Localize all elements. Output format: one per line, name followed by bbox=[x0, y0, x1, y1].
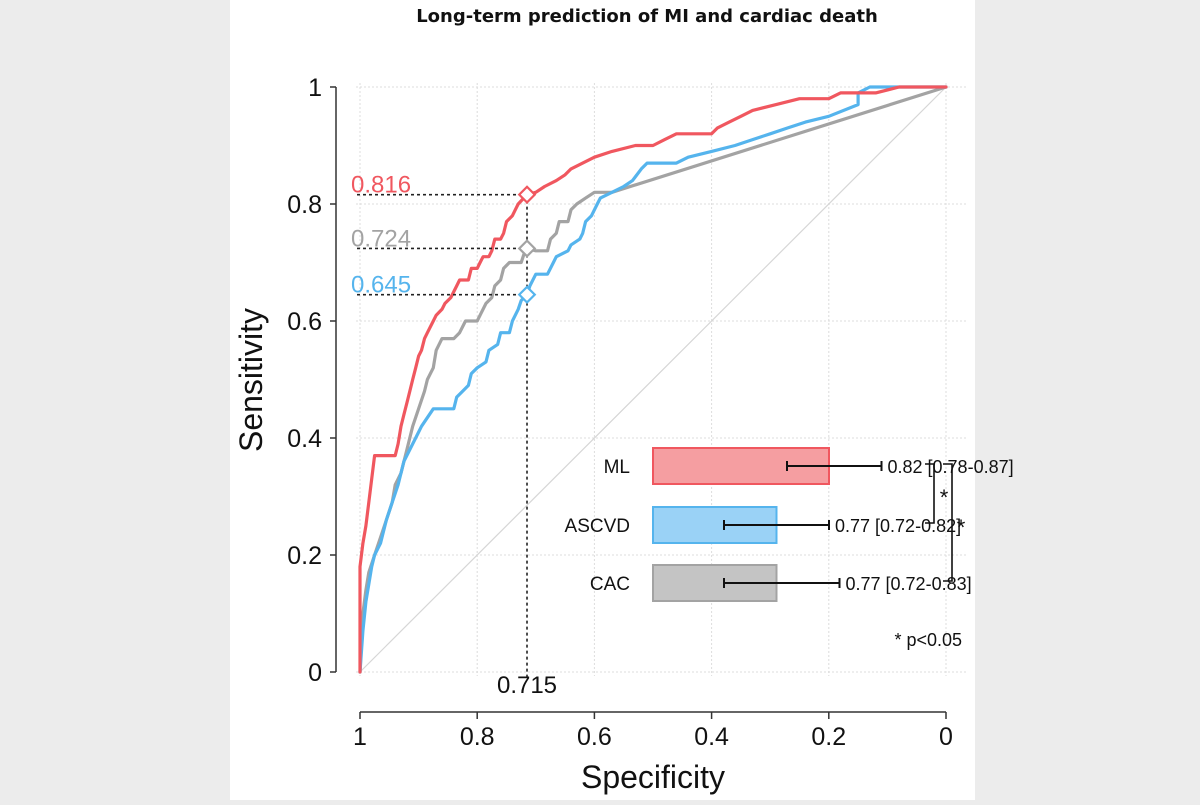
x-tick-label-2: 0.6 bbox=[577, 723, 612, 751]
auc-inset: ML 0.82 [0.78-0.87] ASCVD 0.77 [0.72-0.82] C… bbox=[565, 447, 1014, 650]
x-tick-label-4: 0.2 bbox=[811, 723, 846, 751]
grid bbox=[356, 83, 968, 676]
inset-significance-0: * bbox=[940, 485, 949, 510]
y-tick-label-5: 1 bbox=[308, 74, 322, 102]
inset-label-cac: CAC bbox=[590, 574, 630, 595]
threshold-diamond-ascvd bbox=[517, 285, 537, 305]
y-tick-label-3: 0.6 bbox=[287, 308, 322, 336]
inset-value-ml: 0.82 [0.78-0.87] bbox=[888, 457, 1014, 477]
series-line-ml bbox=[358, 85, 948, 674]
reference-diagonal bbox=[359, 86, 947, 673]
x-tick-label-5: 0 bbox=[939, 723, 953, 751]
threshold-label: 0.715 bbox=[497, 672, 557, 699]
inset-value-cac: 0.77 [0.72-0.83] bbox=[846, 574, 972, 594]
x-axis-label: Specificity bbox=[581, 759, 725, 795]
inset-bracket-0 bbox=[925, 463, 935, 524]
threshold-value-ascvd: 0.645 bbox=[351, 272, 411, 299]
x-tick-label-1: 0.8 bbox=[460, 723, 495, 751]
threshold-diamond-cac bbox=[517, 239, 537, 258]
y-tick-label-1: 0.2 bbox=[287, 542, 322, 570]
y-tick-label-0: 0 bbox=[308, 659, 322, 687]
series-line-ascvd bbox=[358, 85, 948, 674]
inset-footnote: * p<0.05 bbox=[894, 630, 962, 650]
y-tick-label-2: 0.4 bbox=[287, 425, 322, 453]
x-tick-label-3: 0.4 bbox=[694, 723, 729, 751]
chart-background bbox=[230, 0, 975, 800]
threshold-diamond-ml bbox=[517, 185, 537, 204]
axes: 0 0.2 0.4 0.6 0.8 1 1 0.8 0.6 0.4 0.2 0 bbox=[287, 74, 953, 751]
inset-significance-1: * bbox=[957, 515, 966, 540]
inset-bracket-1 bbox=[943, 463, 953, 582]
inset-label-ascvd: ASCVD bbox=[565, 516, 630, 537]
x-tick-label-0: 1 bbox=[353, 723, 367, 751]
inset-label-ml: ML bbox=[604, 457, 630, 478]
inset-value-ascvd: 0.77 [0.72-0.82] bbox=[835, 516, 961, 536]
chart-title: Long-term prediction of MI and cardiac d… bbox=[416, 6, 878, 27]
y-tick-label-4: 0.8 bbox=[287, 191, 322, 219]
threshold-value-ml: 0.816 bbox=[351, 172, 411, 199]
threshold-markers: 0.715 0.816 0.724 0.645 bbox=[351, 172, 557, 699]
threshold-value-cac: 0.724 bbox=[351, 225, 411, 252]
y-axis-label: Sensitivity bbox=[233, 308, 269, 452]
series-lines bbox=[358, 85, 948, 674]
